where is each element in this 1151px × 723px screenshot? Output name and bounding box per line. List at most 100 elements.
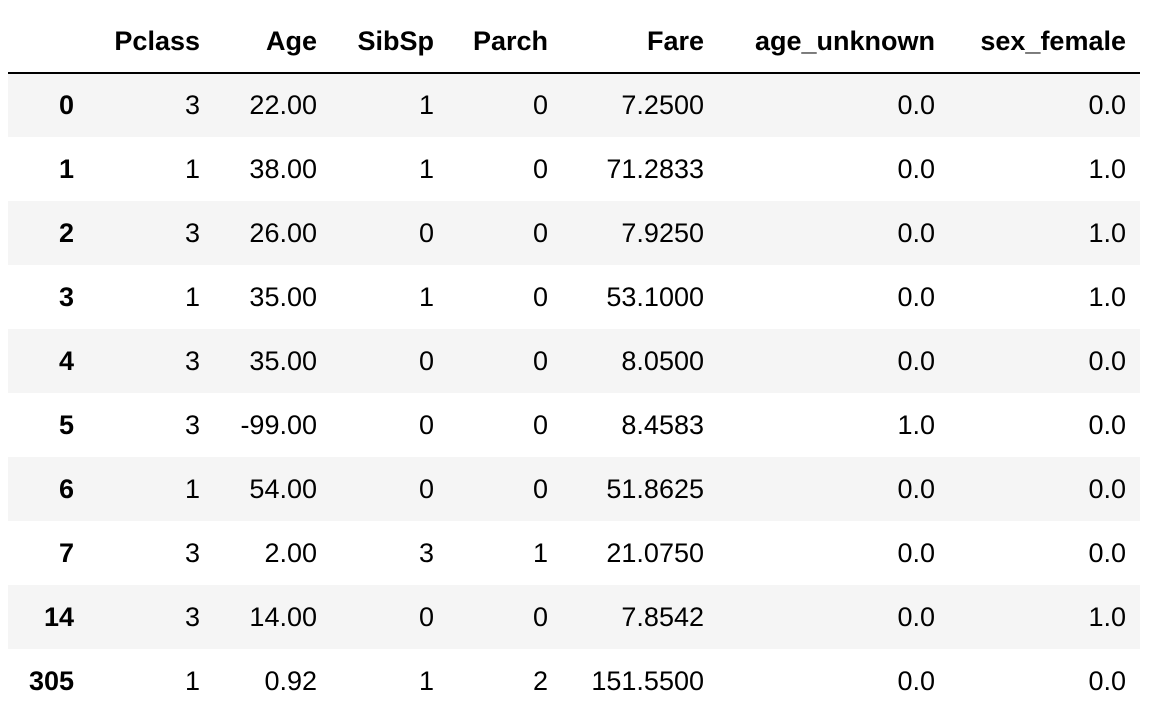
row-index: 1: [58, 153, 74, 184]
table-row: 14 3 14.00 0 0 7.8542 0.0 1.0: [8, 585, 1140, 649]
cell-age-unknown: 0.0: [897, 601, 935, 632]
cell-sex-female: 0.0: [1088, 665, 1126, 696]
cell-fare: 53.1000: [606, 281, 704, 312]
cell-age: 54.00: [249, 473, 317, 504]
row-index: 3: [58, 281, 74, 312]
cell-pclass: 3: [184, 537, 200, 568]
cell-age-unknown: 0.0: [897, 537, 935, 568]
column-header-age: Age: [214, 10, 331, 74]
cell-sibsp: 0: [418, 409, 434, 440]
cell-age-unknown: 1.0: [897, 409, 935, 440]
row-index: 4: [58, 345, 74, 376]
cell-age-unknown: 0.0: [897, 153, 935, 184]
column-header-fare: Fare: [562, 10, 718, 74]
cell-sibsp: 0: [418, 217, 434, 248]
cell-age: -99.00: [240, 409, 317, 440]
cell-pclass: 3: [184, 409, 200, 440]
cell-pclass: 3: [184, 90, 200, 120]
cell-age-unknown: 0.0: [897, 473, 935, 504]
cell-pclass: 1: [184, 153, 200, 184]
table-row: 1 1 38.00 1 0 71.2833 0.0 1.0: [8, 137, 1140, 201]
row-index: 2: [58, 217, 74, 248]
cell-parch: 0: [532, 281, 548, 312]
cell-age: 0.92: [264, 665, 317, 696]
cell-parch: 0: [532, 473, 548, 504]
row-index: 14: [43, 601, 74, 632]
cell-parch: 0: [532, 153, 548, 184]
row-index: 7: [58, 537, 74, 568]
cell-pclass: 3: [184, 345, 200, 376]
cell-fare: 151.5500: [591, 665, 704, 696]
cell-parch: 0: [532, 90, 548, 120]
cell-age-unknown: 0.0: [897, 665, 935, 696]
cell-pclass: 1: [184, 281, 200, 312]
cell-sibsp: 1: [418, 281, 434, 312]
header-row: Pclass Age SibSp Parch Fare age_unknown …: [8, 10, 1140, 74]
cell-age: 14.00: [249, 601, 317, 632]
row-index: 5: [58, 409, 74, 440]
cell-parch: 0: [532, 345, 548, 376]
cell-fare: 71.2833: [606, 153, 704, 184]
table-row: 0 3 22.00 1 0 7.2500 0.0 0.0: [8, 73, 1140, 137]
cell-fare: 7.2500: [621, 90, 704, 120]
cell-age: 35.00: [249, 345, 317, 376]
table-row: 305 1 0.92 1 2 151.5500 0.0 0.0: [8, 649, 1140, 713]
cell-sex-female: 0.0: [1088, 473, 1126, 504]
cell-pclass: 3: [184, 217, 200, 248]
cell-parch: 0: [532, 217, 548, 248]
cell-age: 22.00: [249, 90, 317, 120]
cell-sex-female: 1.0: [1088, 217, 1126, 248]
cell-sibsp: 3: [418, 537, 434, 568]
cell-age: 35.00: [249, 281, 317, 312]
table-body: 0 3 22.00 1 0 7.2500 0.0 0.0 1 1 38.00 1 0 71.2833 0.0…: [8, 73, 1140, 713]
cell-parch: 2: [532, 665, 548, 696]
cell-pclass: 1: [184, 473, 200, 504]
cell-sex-female: 0.0: [1088, 537, 1126, 568]
cell-fare: 7.8542: [621, 601, 704, 632]
column-header-parch: Parch: [448, 10, 562, 74]
cell-age: 38.00: [249, 153, 317, 184]
cell-parch: 0: [532, 409, 548, 440]
cell-pclass: 3: [184, 601, 200, 632]
cell-age-unknown: 0.0: [897, 345, 935, 376]
cell-sex-female: 0.0: [1088, 90, 1126, 120]
dataframe-table: Pclass Age SibSp Parch Fare age_unknown …: [8, 10, 1140, 713]
table-header: Pclass Age SibSp Parch Fare age_unknown …: [8, 10, 1140, 74]
table-row: 4 3 35.00 0 0 8.0500 0.0 0.0: [8, 329, 1140, 393]
cell-sibsp: 0: [418, 473, 434, 504]
cell-parch: 1: [532, 537, 548, 568]
table-row: 6 1 54.00 0 0 51.8625 0.0 0.0: [8, 457, 1140, 521]
cell-age-unknown: 0.0: [897, 90, 935, 120]
cell-age: 26.00: [249, 217, 317, 248]
cell-age-unknown: 0.0: [897, 281, 935, 312]
cell-sex-female: 1.0: [1088, 153, 1126, 184]
column-header-age-unknown: age_unknown: [718, 10, 949, 74]
cell-sibsp: 0: [418, 601, 434, 632]
cell-fare: 8.4583: [621, 409, 704, 440]
table-row: 5 3 -99.00 0 0 8.4583 1.0 0.0: [8, 393, 1140, 457]
cell-sex-female: 1.0: [1088, 281, 1126, 312]
cell-pclass: 1: [184, 665, 200, 696]
row-index: 6: [58, 473, 74, 504]
cell-fare: 51.8625: [606, 473, 704, 504]
cell-parch: 0: [532, 601, 548, 632]
cell-age-unknown: 0.0: [897, 217, 935, 248]
cell-fare: 21.0750: [606, 537, 704, 568]
cell-sibsp: 1: [418, 90, 434, 120]
column-header-sex-female: sex_female: [949, 10, 1140, 74]
column-header-pclass: Pclass: [88, 10, 214, 74]
table-row: 2 3 26.00 0 0 7.9250 0.0 1.0: [8, 201, 1140, 265]
cell-sibsp: 1: [418, 665, 434, 696]
cell-fare: 8.0500: [621, 345, 704, 376]
index-header: [8, 10, 88, 74]
cell-fare: 7.9250: [621, 217, 704, 248]
table-row: 7 3 2.00 3 1 21.0750 0.0 0.0: [8, 521, 1140, 585]
cell-sibsp: 0: [418, 345, 434, 376]
cell-sex-female: 0.0: [1088, 345, 1126, 376]
cell-sex-female: 1.0: [1088, 601, 1126, 632]
table-row: 3 1 35.00 1 0 53.1000 0.0 1.0: [8, 265, 1140, 329]
row-index: 0: [58, 90, 74, 120]
cell-age: 2.00: [264, 537, 317, 568]
column-header-sibsp: SibSp: [331, 10, 448, 74]
